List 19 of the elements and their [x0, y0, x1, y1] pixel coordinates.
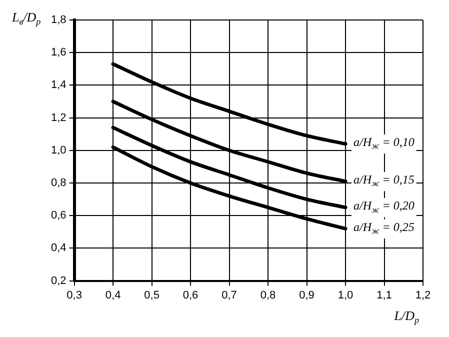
x-tick-label: 0,8 — [260, 289, 276, 302]
y-tick-label: 1,6 — [50, 46, 66, 59]
y-tick-label: 0,8 — [50, 177, 66, 190]
y-tick-label: 0,4 — [50, 242, 66, 254]
x-tick-label: 0,3 — [66, 289, 82, 302]
x-tick-label: 0,6 — [182, 289, 198, 302]
x-tick-label: 0,4 — [105, 289, 121, 302]
x-tick-label: 0,5 — [144, 289, 160, 302]
y-tick-label: 0,2 — [50, 274, 66, 287]
y-tick-label: 1,2 — [50, 112, 66, 124]
y-tick-label: 1,4 — [50, 79, 66, 92]
y-tick-label: 1,0 — [50, 144, 66, 156]
x-tick-label: 0,7 — [222, 289, 237, 302]
x-tick-label: 1,1 — [376, 289, 392, 302]
x-tick-label: 1,2 — [415, 289, 431, 302]
y-tick-label: 1,8 — [50, 14, 66, 26]
x-tick-label: 0,9 — [299, 289, 314, 302]
x-tick-label: 1,0 — [338, 289, 354, 302]
y-tick-label: 0,6 — [50, 210, 66, 222]
